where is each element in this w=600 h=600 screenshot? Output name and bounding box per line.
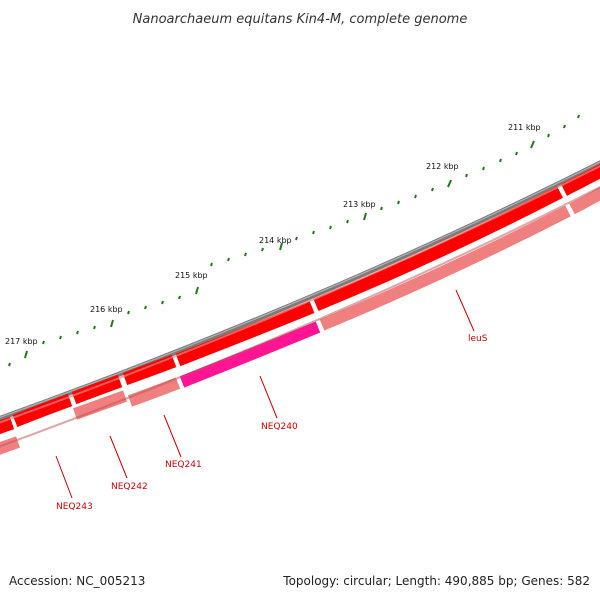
major-tick (110, 319, 114, 328)
forward-gene-2[interactable] (12, 393, 73, 428)
gene-neq241[interactable] (127, 377, 181, 407)
major-tick (447, 179, 452, 188)
minor-tick (329, 225, 332, 230)
minor-tick (8, 362, 11, 367)
minor-tick (59, 335, 62, 340)
map-title: Nanoarchaeum equitans Kin4-M, complete g… (133, 12, 468, 27)
minor-tick (127, 310, 130, 315)
gene-leaders (55, 289, 475, 499)
forward-gene-4[interactable] (122, 354, 177, 386)
minor-tick (261, 247, 264, 252)
minor-tick (42, 340, 45, 345)
gene-neq242[interactable] (72, 390, 128, 420)
minor-tick (397, 200, 400, 205)
reverse-track (0, 185, 600, 455)
minor-tick (563, 124, 566, 129)
topology-summary: Topology: circular; Length: 490,885 bp; … (283, 574, 590, 588)
minor-tick (515, 151, 518, 156)
leader-neq240 (259, 375, 278, 419)
forward-gene-1[interactable] (0, 416, 15, 435)
minor-tick (227, 257, 230, 262)
label-leus: leuS (468, 334, 488, 344)
tick-label-215: 215 kbp (175, 271, 208, 280)
gene-leus[interactable] (319, 205, 571, 331)
forward-gene-3[interactable] (71, 374, 123, 405)
minor-tick (414, 194, 417, 199)
minor-tick (499, 158, 502, 163)
leader-neq243 (55, 455, 73, 499)
forward-gene-7[interactable] (561, 164, 600, 196)
tick-label-212: 212 kbp (426, 162, 459, 171)
minor-tick (210, 262, 213, 267)
minor-tick (465, 173, 468, 178)
minor-tick (577, 114, 580, 119)
minor-tick (547, 133, 550, 138)
minor-tick (312, 230, 315, 235)
minor-tick (431, 187, 434, 192)
forward-gene-5[interactable] (175, 300, 315, 367)
label-neq243: NEQ243 (56, 502, 93, 512)
minor-tick (380, 206, 383, 211)
minor-tick (93, 325, 96, 330)
gene-rev-end[interactable] (569, 186, 600, 215)
forward-gene-6[interactable] (313, 186, 563, 312)
label-neq241: NEQ241 (165, 460, 202, 470)
tick-label-214: 214 kbp (259, 236, 292, 245)
reverse-track-shade (0, 185, 600, 448)
accession-value: NC_005213 (76, 574, 146, 588)
gene-labels: NEQ243 NEQ242 NEQ241 NEQ240 leuS (56, 334, 488, 512)
minor-tick (482, 166, 485, 171)
tick-label-213: 213 kbp (343, 200, 376, 209)
label-neq242: NEQ242 (111, 482, 148, 492)
major-tick (195, 286, 199, 295)
major-tick (24, 350, 28, 359)
minor-tick (346, 219, 349, 224)
tick-label-216: 216 kbp (90, 305, 123, 314)
forward-track-shade (0, 164, 600, 424)
major-tick (363, 212, 367, 221)
genome-backbone (0, 160, 600, 422)
tick-label-217: 217 kbp (5, 337, 38, 346)
forward-track (0, 164, 600, 435)
minor-tick (76, 330, 79, 335)
leader-neq242 (109, 435, 128, 479)
minor-tick (144, 305, 147, 310)
leader-neq241 (163, 414, 182, 458)
minor-tick (244, 252, 247, 257)
tick-label-211: 211 kbp (508, 123, 541, 132)
gene-neq243[interactable] (0, 436, 21, 455)
tick-ring (8, 114, 580, 367)
accession-label: Accession: (9, 574, 73, 588)
label-neq240: NEQ240 (261, 422, 298, 432)
major-tick (530, 140, 535, 149)
minor-tick (295, 236, 298, 241)
minor-tick (161, 300, 164, 305)
major-tick (279, 242, 283, 251)
genome-backbone-highlight (0, 161, 600, 419)
tick-labels: 211 kbp 212 kbp 213 kbp 214 kbp 215 kbp … (5, 123, 541, 346)
accession: Accession: NC_005213 (9, 574, 145, 588)
minor-tick (178, 295, 181, 300)
gene-neq240[interactable] (179, 321, 321, 388)
leader-leus (455, 289, 475, 332)
